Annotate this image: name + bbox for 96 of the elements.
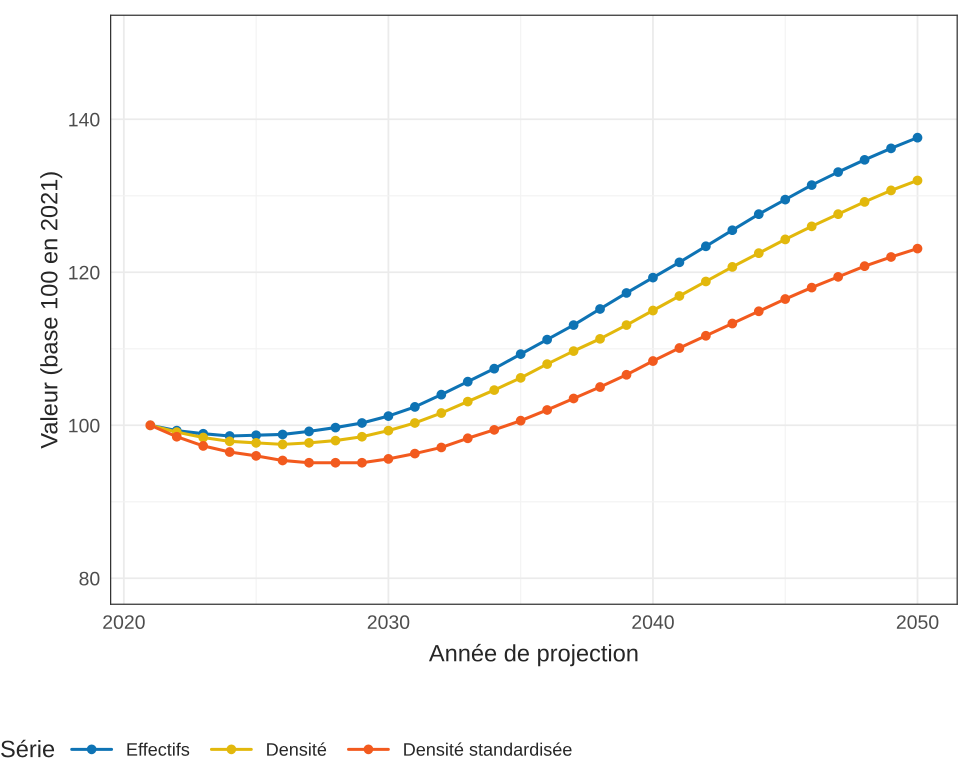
point	[224, 447, 235, 457]
point	[357, 418, 367, 428]
point	[912, 176, 922, 186]
point	[278, 456, 288, 466]
point	[886, 186, 896, 196]
point	[436, 408, 446, 418]
point	[648, 356, 658, 366]
point	[806, 282, 817, 292]
point	[278, 440, 288, 450]
point	[436, 442, 446, 452]
point	[806, 222, 817, 232]
point	[172, 432, 182, 442]
point	[489, 364, 500, 374]
point	[648, 272, 658, 282]
point	[330, 436, 340, 446]
legend-label: Effectifs	[127, 742, 190, 756]
legend-title: Série	[1, 740, 54, 758]
point	[516, 372, 526, 383]
x-axis-title: Année de projection	[428, 644, 638, 666]
point	[648, 306, 658, 316]
point	[542, 334, 552, 344]
point	[330, 458, 340, 468]
point	[304, 458, 314, 468]
x-tick-label: 2050	[896, 615, 938, 629]
point	[622, 320, 632, 330]
point	[489, 424, 500, 435]
x-tick-label: 2020	[103, 615, 145, 629]
point	[516, 349, 526, 359]
point	[833, 209, 844, 219]
point	[886, 252, 896, 262]
point	[860, 261, 870, 272]
point	[357, 432, 367, 442]
point	[462, 396, 473, 406]
point	[860, 197, 870, 207]
point	[912, 132, 922, 142]
point	[833, 272, 844, 282]
point	[410, 402, 420, 412]
point	[674, 257, 684, 268]
x-tick-label: 2040	[632, 615, 674, 629]
y-tick-label: 100	[69, 418, 100, 432]
point	[833, 167, 844, 177]
y-tick-label: 80	[79, 572, 100, 586]
point	[384, 411, 394, 421]
point	[806, 180, 817, 190]
point	[568, 320, 578, 330]
point	[304, 438, 314, 448]
point	[727, 262, 738, 272]
point	[384, 426, 394, 436]
point	[224, 436, 235, 446]
point	[595, 382, 605, 392]
x-tick-label: 2030	[368, 615, 410, 629]
point	[542, 359, 552, 369]
point	[674, 343, 684, 353]
point	[330, 422, 340, 432]
point	[251, 451, 261, 461]
point	[912, 244, 922, 254]
point	[595, 334, 605, 344]
legend-label: Densité	[267, 742, 326, 756]
point	[701, 276, 711, 286]
point	[780, 294, 790, 304]
point	[410, 448, 420, 458]
point	[701, 330, 711, 341]
y-tick-label: 120	[69, 266, 100, 280]
y-axis-title: Valeur (base 100 en 2021)	[40, 172, 62, 449]
point	[462, 433, 473, 444]
point	[516, 416, 526, 426]
point	[278, 430, 288, 440]
point	[622, 288, 632, 298]
point	[304, 426, 314, 436]
point	[568, 394, 578, 404]
point	[568, 346, 578, 356]
point	[701, 241, 711, 252]
point	[727, 225, 738, 236]
point	[754, 248, 764, 258]
point	[886, 143, 896, 154]
point	[754, 209, 764, 219]
point	[860, 154, 870, 165]
point	[674, 291, 684, 301]
point	[780, 234, 790, 244]
point	[622, 370, 632, 380]
legend-label: Densité standardisée	[404, 742, 572, 756]
point	[489, 385, 500, 395]
point	[727, 318, 738, 328]
point	[357, 458, 367, 468]
point	[780, 194, 790, 204]
point	[754, 306, 764, 316]
point	[198, 432, 208, 442]
point	[595, 304, 605, 314]
point	[542, 405, 552, 415]
point	[251, 438, 261, 448]
point	[462, 376, 473, 387]
y-tick-label: 140	[69, 112, 100, 127]
point	[384, 454, 394, 464]
point	[198, 441, 208, 451]
point	[410, 418, 420, 428]
point	[436, 390, 446, 400]
